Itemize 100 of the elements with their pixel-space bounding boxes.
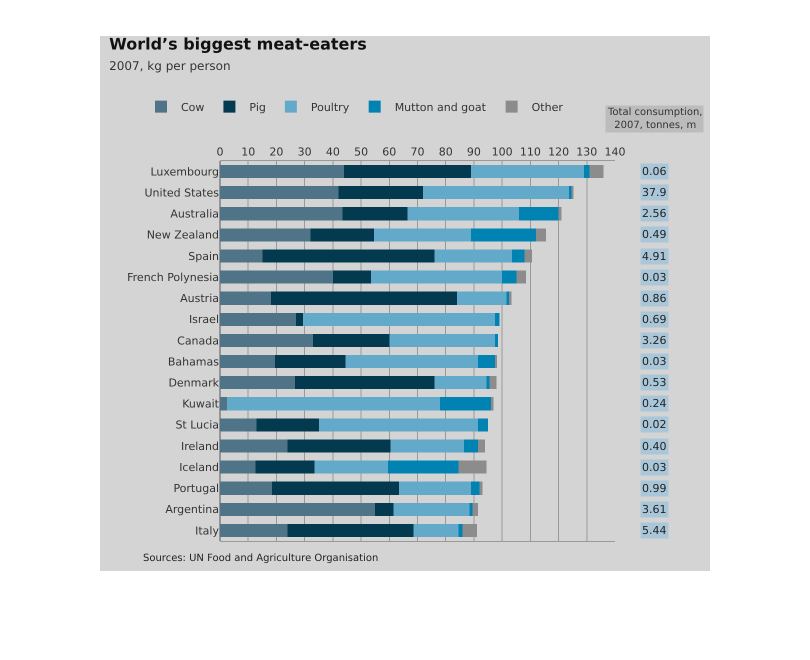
bar: [536, 228, 546, 242]
text: 0.06: [642, 165, 666, 178]
legend-label: Mutton and goat: [394, 100, 487, 114]
bar: [495, 334, 498, 347]
x-tick-label: 80: [438, 146, 453, 159]
bar: [256, 418, 319, 432]
bar: [220, 376, 295, 390]
bar: [502, 270, 516, 284]
bar: [486, 376, 490, 390]
y-tick-label: Argentina: [165, 503, 219, 516]
y-tick-label: Israel: [188, 313, 219, 326]
bar: [394, 502, 470, 516]
bar: [220, 292, 271, 305]
bar: [434, 249, 512, 263]
text: 37.9: [642, 186, 666, 199]
x-tick-label: 40: [326, 146, 340, 159]
bar: [220, 355, 276, 368]
text: 2.56: [642, 207, 666, 220]
y-tick-label: United States: [144, 186, 220, 200]
x-tick-label: 0: [216, 146, 224, 159]
y-tick-label: French Polynesia: [127, 270, 219, 284]
x-tick-label: 90: [466, 146, 481, 159]
bar: [462, 524, 477, 537]
bar: [344, 165, 472, 178]
bar: [490, 397, 494, 410]
bar: [338, 186, 424, 200]
bar: [478, 418, 488, 432]
bar: [440, 397, 491, 410]
bar: [478, 355, 496, 368]
bar: [524, 249, 532, 263]
y-tick-label: Bahamas: [168, 355, 220, 368]
x-tick-label: 70: [410, 146, 424, 159]
bar: [318, 418, 478, 432]
text: 0.86: [642, 292, 666, 305]
bar: [408, 207, 520, 220]
bar: [270, 292, 457, 305]
y-tick-label: Austria: [180, 292, 219, 306]
bar: [220, 460, 256, 474]
bar: [512, 249, 525, 263]
bar: [313, 334, 390, 347]
bar: [310, 228, 374, 242]
bar: [303, 312, 496, 326]
bar: [346, 355, 478, 368]
bar: [388, 460, 458, 474]
bar: [288, 439, 391, 453]
y-tick-label: Portugal: [173, 482, 219, 496]
bar: [458, 460, 487, 474]
legend-label: Other: [532, 100, 564, 114]
text: 0.69: [642, 313, 666, 326]
bar: [314, 460, 388, 474]
bar: [294, 376, 434, 390]
text: 0.40: [642, 440, 666, 453]
bar: [389, 334, 496, 347]
bar: [342, 207, 408, 220]
bar: [480, 482, 482, 495]
x-tick-label: 100: [492, 146, 513, 159]
y-tick-label: Spain: [188, 250, 220, 263]
bar: [423, 186, 570, 200]
x-tick-label: 20: [269, 146, 284, 159]
text: 4.91: [642, 250, 666, 263]
bar: [332, 270, 371, 284]
x-tick-label: 30: [298, 146, 312, 159]
y-tick-label: Ireland: [180, 440, 219, 453]
bar: [288, 524, 414, 537]
bar: [464, 439, 478, 453]
bar: [220, 397, 228, 410]
legend-label: Poultry: [310, 100, 350, 114]
text: 0.03: [642, 461, 666, 474]
bar: [220, 165, 344, 178]
x-tick-label: 120: [548, 146, 570, 159]
bar: [584, 165, 590, 178]
bar: [220, 270, 333, 284]
bar: [272, 482, 400, 495]
bar: [374, 228, 472, 242]
bar: [470, 502, 473, 516]
bar: [262, 249, 434, 263]
bar: [471, 165, 584, 178]
text: 0.03: [642, 271, 666, 284]
text: 0.49: [642, 228, 666, 241]
bar: [220, 482, 272, 495]
bar: [590, 165, 604, 178]
bar: [220, 334, 314, 347]
bar: [457, 292, 506, 305]
y-tick-label: Iceland: [179, 460, 219, 474]
bar: [375, 502, 394, 516]
bar: [220, 186, 338, 200]
bar: [255, 460, 315, 474]
source-note: Sources: UN Food and Agriculture Organisation: [143, 553, 378, 564]
legend-label: Pig: [249, 100, 266, 114]
x-tick-label: 110: [520, 146, 541, 159]
bar: [472, 502, 478, 516]
chart-subtitle: 2007, kg per person: [109, 59, 231, 74]
x-tick-label: 60: [382, 146, 396, 159]
bar: [220, 312, 296, 326]
bar: [220, 228, 310, 242]
bar: [227, 397, 440, 410]
bar: [220, 524, 288, 537]
bar: [516, 270, 526, 284]
bar: [399, 482, 472, 495]
y-tick-label: Denmark: [168, 376, 220, 390]
